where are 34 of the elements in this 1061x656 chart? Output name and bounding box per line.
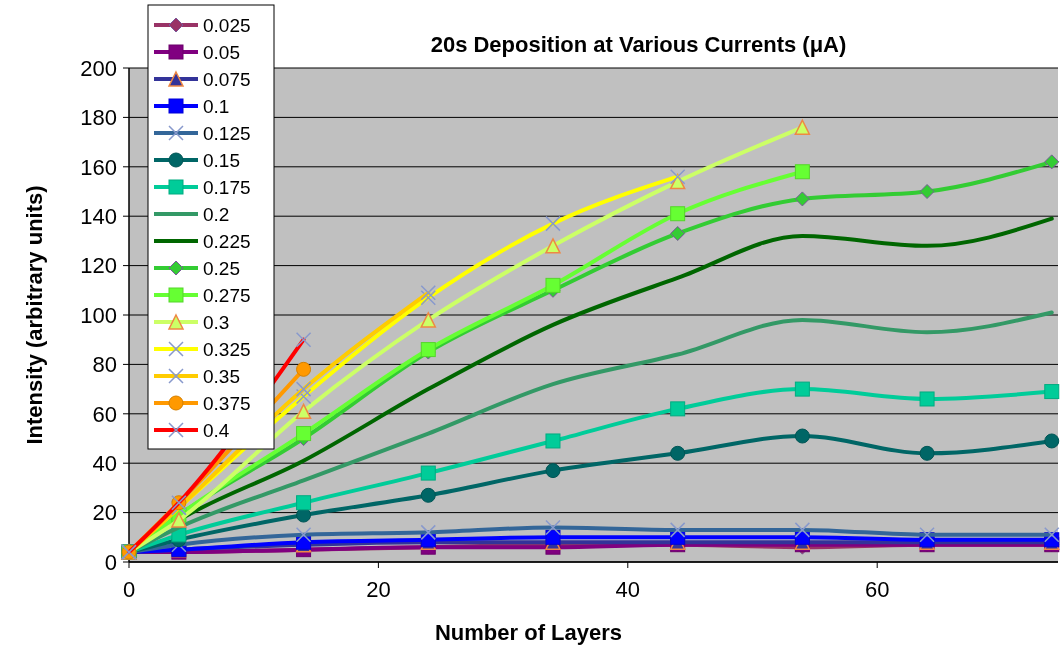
legend-label: 0.1 bbox=[203, 95, 230, 117]
y-tick-label: 80 bbox=[92, 352, 117, 378]
y-tick-label: 0 bbox=[104, 549, 117, 575]
x-tick-label: 60 bbox=[864, 577, 890, 602]
x-tick-label: 20 bbox=[366, 577, 391, 602]
y-tick-label: 180 bbox=[80, 105, 117, 131]
y-tick-label: 60 bbox=[92, 401, 117, 427]
y-tick-label: 200 bbox=[80, 55, 117, 81]
legend-label: 0.375 bbox=[203, 392, 251, 414]
x-tick-label: 40 bbox=[615, 577, 641, 602]
y-tick-label: 140 bbox=[80, 203, 117, 229]
legend-label: 0.075 bbox=[203, 68, 251, 90]
y-tick-label: 20 bbox=[92, 500, 117, 526]
legend-label: 0.3 bbox=[203, 311, 230, 333]
legend-label: 0.275 bbox=[203, 284, 251, 306]
y-axis-title: Intensity (arbitrary units) bbox=[22, 185, 47, 445]
legend-label: 0.15 bbox=[203, 149, 240, 171]
legend-label: 0.4 bbox=[203, 419, 230, 441]
legend-label: 0.175 bbox=[203, 176, 251, 198]
legend-label: 0.125 bbox=[203, 122, 251, 144]
x-tick-label: 0 bbox=[122, 577, 136, 602]
legend-label: 0.225 bbox=[203, 230, 251, 252]
legend-label: 0.35 bbox=[203, 365, 240, 387]
y-tick-label: 160 bbox=[80, 154, 117, 180]
legend-label: 0.025 bbox=[203, 14, 251, 36]
y-tick-label: 40 bbox=[92, 450, 117, 476]
chart-title: 20s Deposition at Various Currents (μA) bbox=[430, 32, 847, 57]
legend-label: 0.2 bbox=[203, 203, 230, 225]
x-axis-title: Number of Layers bbox=[434, 620, 623, 645]
y-tick-label: 120 bbox=[80, 253, 117, 279]
legend-label: 0.05 bbox=[203, 41, 240, 63]
legend-label: 0.25 bbox=[203, 257, 240, 279]
y-tick-label: 100 bbox=[80, 302, 117, 328]
legend-label: 0.325 bbox=[203, 338, 251, 360]
